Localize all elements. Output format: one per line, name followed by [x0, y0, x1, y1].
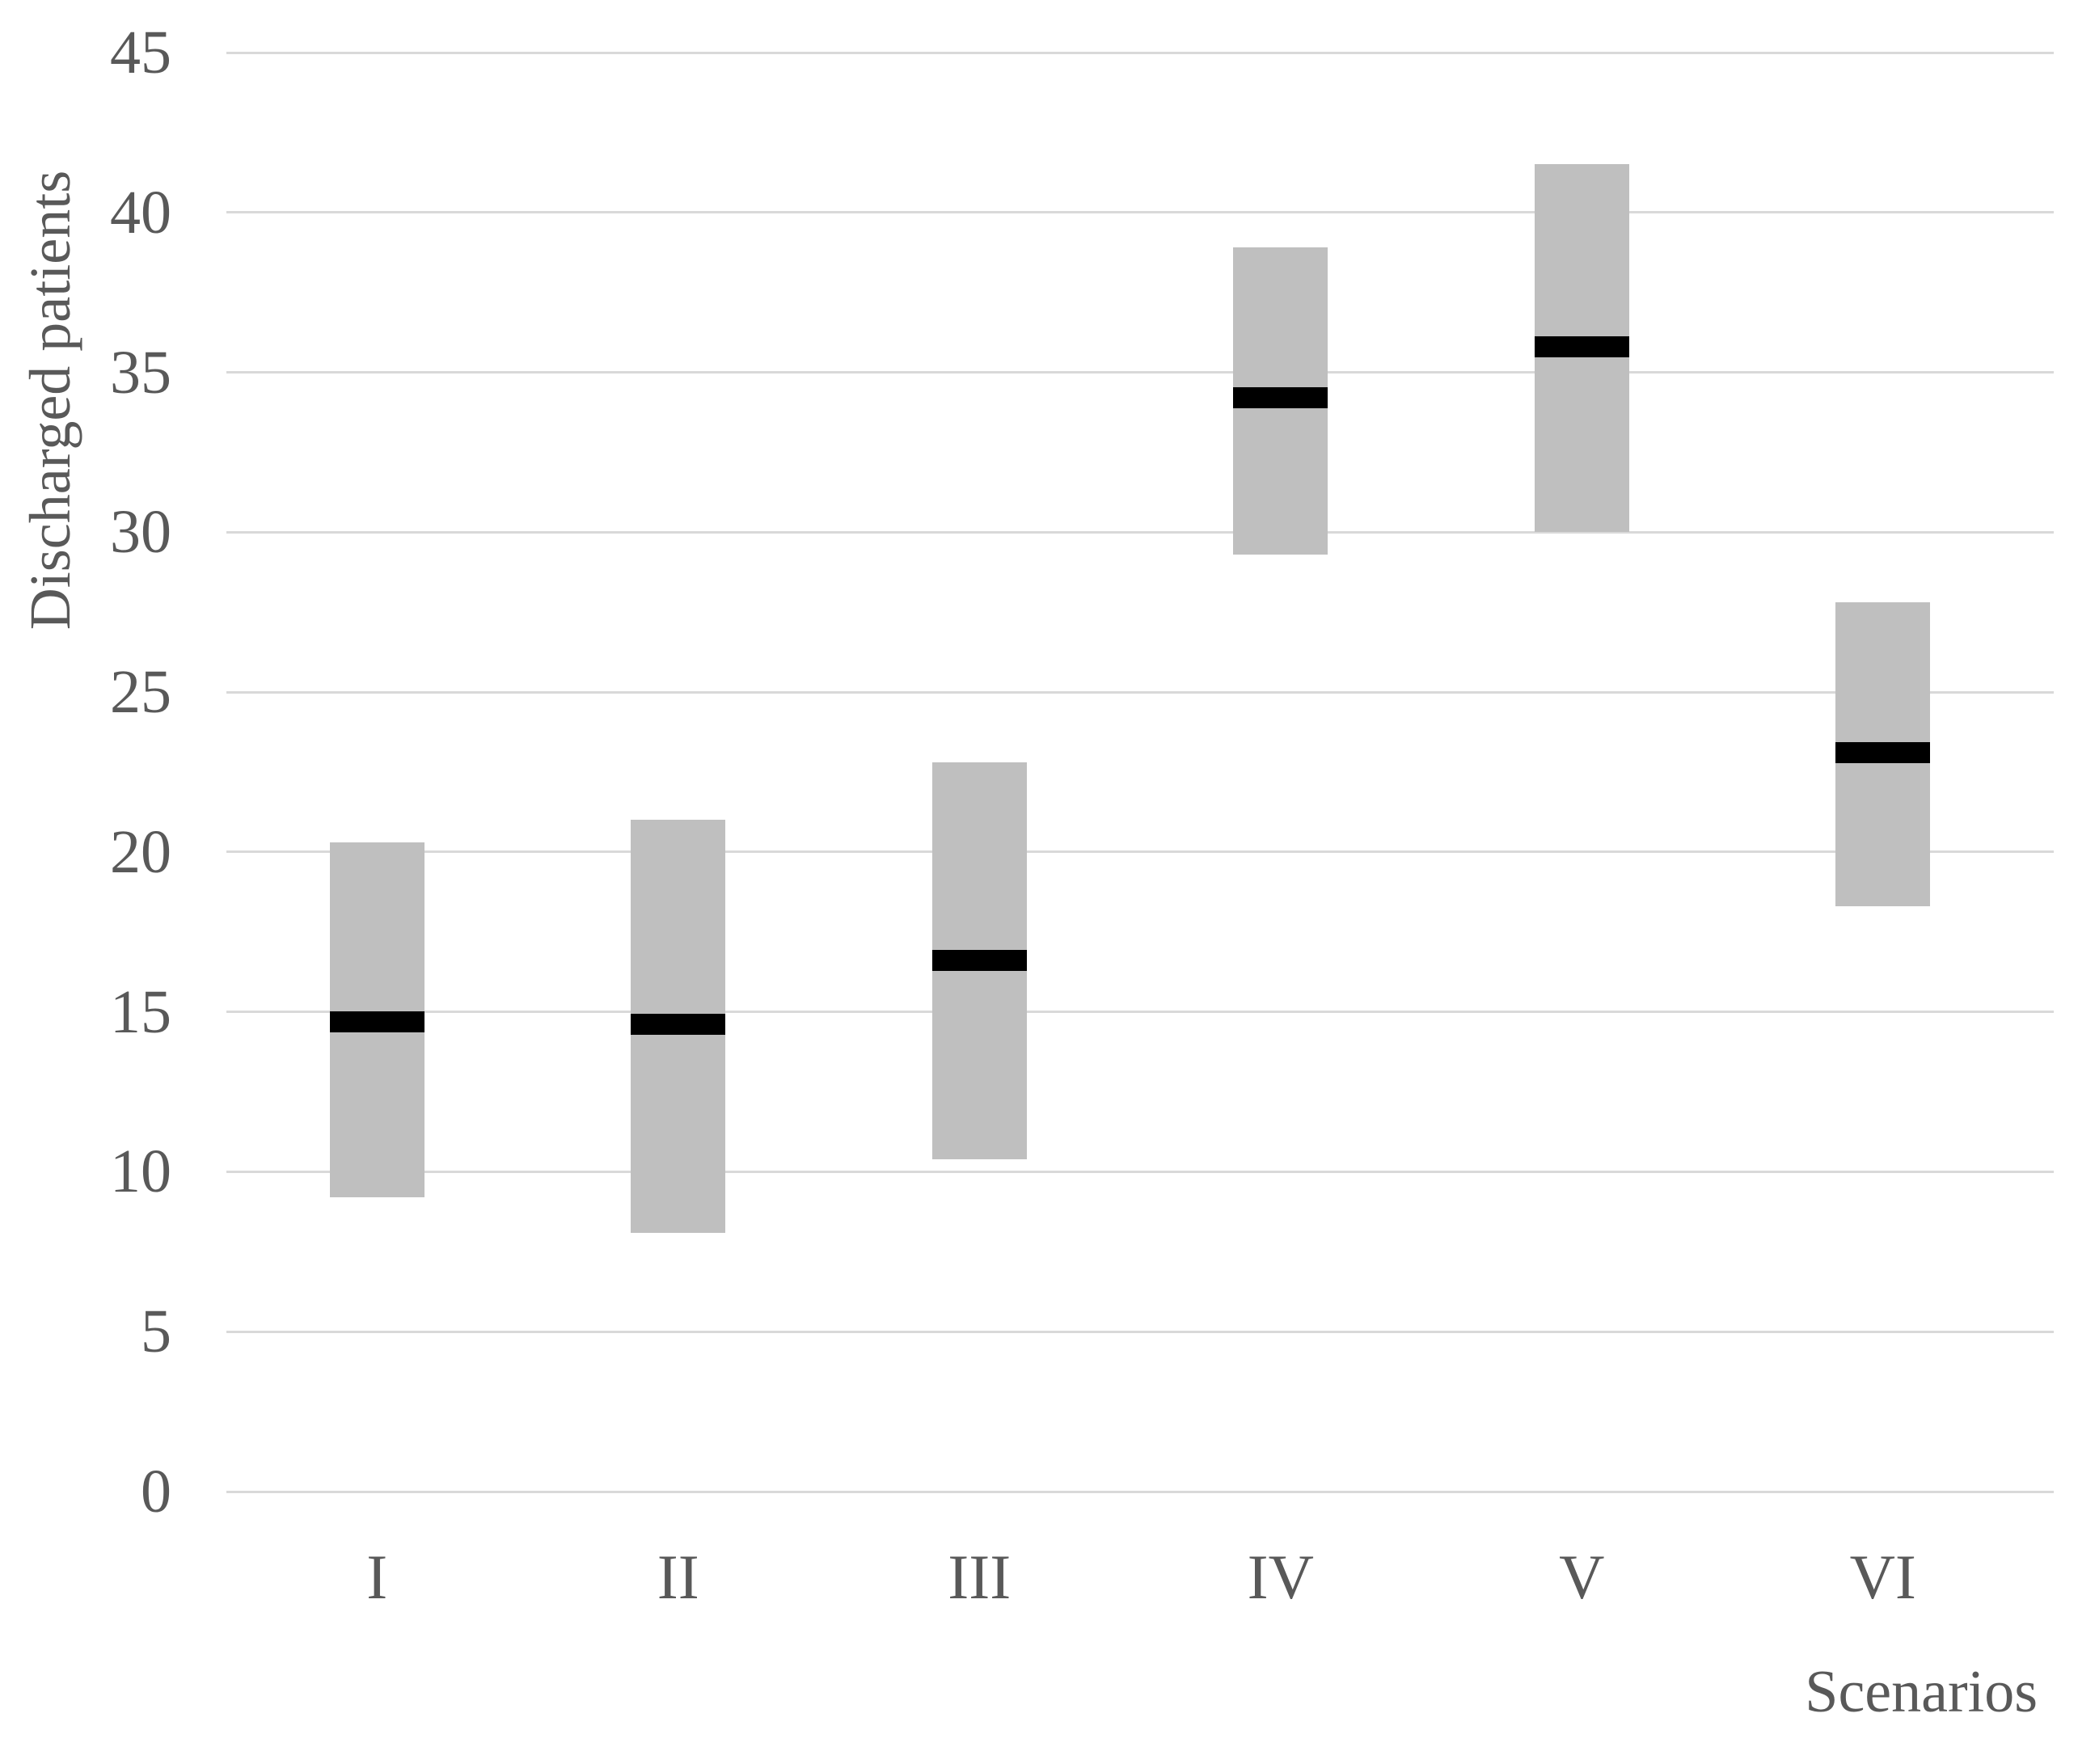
- y-gridline-0: [226, 1490, 2054, 1493]
- x-axis-title: Scenarios: [1805, 1659, 2038, 1725]
- y-gridline-35: [226, 371, 2054, 374]
- y-gridline-40: [226, 211, 2054, 214]
- median-line-VI: [1835, 742, 1931, 764]
- y-tick-label-10: 10: [110, 1137, 171, 1206]
- median-line-II: [631, 1014, 726, 1036]
- median-line-IV: [1233, 387, 1328, 409]
- y-gridline-30: [226, 530, 2054, 534]
- y-gridline-10: [226, 1170, 2054, 1173]
- x-tick-label-V: V: [1559, 1542, 1605, 1612]
- y-tick-label-30: 30: [110, 498, 171, 567]
- median-line-V: [1534, 335, 1629, 357]
- median-line-III: [931, 950, 1027, 972]
- y-gridline-20: [226, 850, 2054, 854]
- y-tick-label-40: 40: [110, 178, 171, 247]
- y-gridline-5: [226, 1330, 2054, 1333]
- y-gridline-15: [226, 1011, 2054, 1014]
- x-tick-label-I: I: [366, 1542, 388, 1612]
- y-gridline-45: [226, 51, 2054, 54]
- median-line-I: [329, 1011, 424, 1032]
- y-tick-label-35: 35: [110, 338, 171, 407]
- x-tick-label-IV: IV: [1247, 1542, 1314, 1612]
- x-tick-label-VI: VI: [1849, 1542, 1916, 1612]
- y-tick-label-20: 20: [110, 817, 171, 886]
- x-tick-label-III: III: [948, 1542, 1012, 1612]
- y-tick-label-45: 45: [110, 19, 171, 87]
- x-tick-label-II: II: [657, 1542, 699, 1612]
- y-gridline-25: [226, 690, 2054, 694]
- y-tick-label-5: 5: [141, 1298, 171, 1366]
- y-tick-label-15: 15: [110, 977, 171, 1046]
- y-tick-label-25: 25: [110, 658, 171, 727]
- y-tick-label-0: 0: [141, 1458, 171, 1526]
